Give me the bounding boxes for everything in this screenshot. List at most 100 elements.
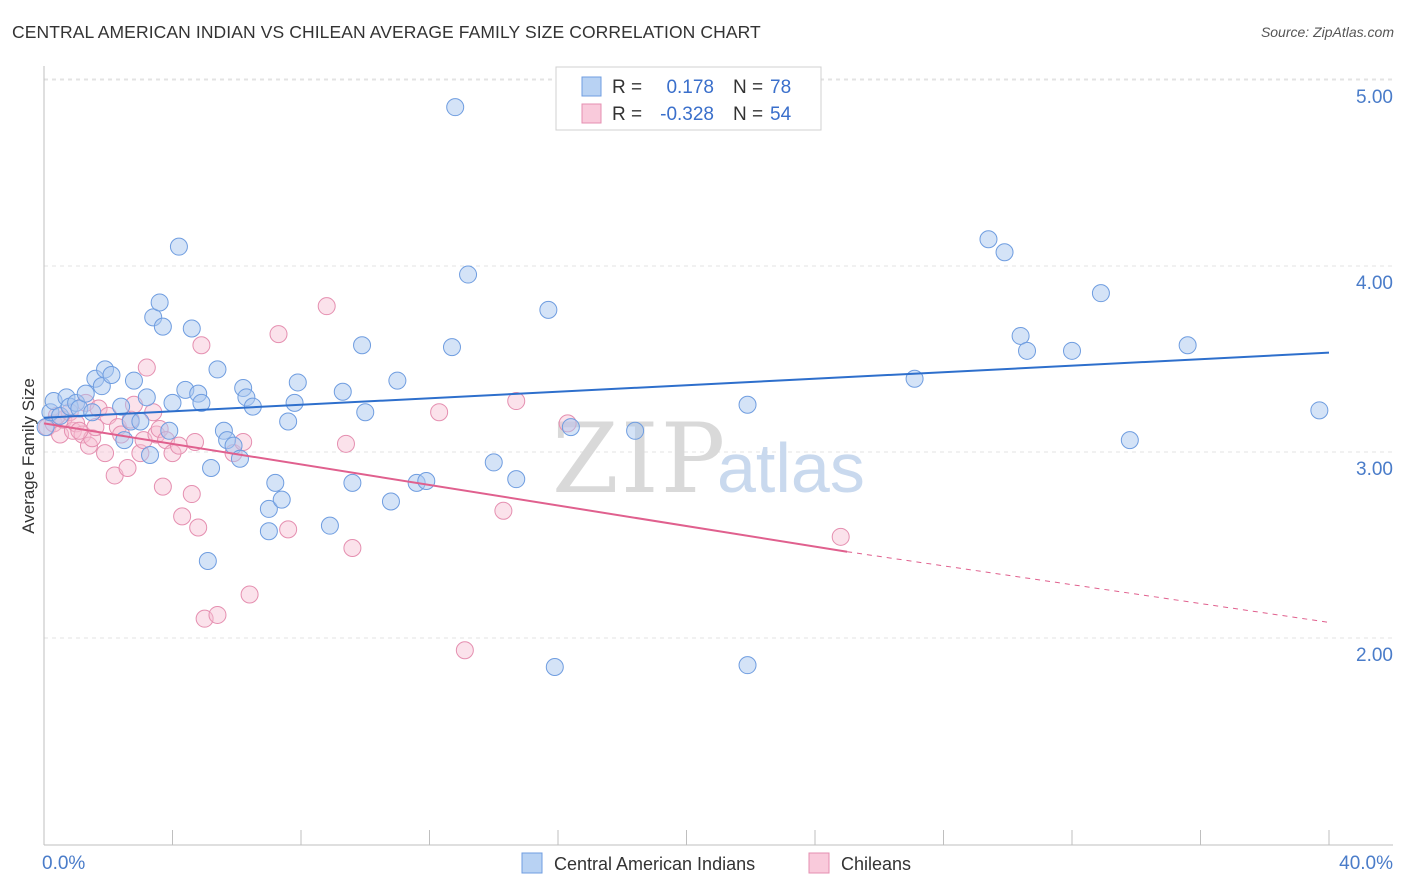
chileans-trend-line [43,422,848,553]
chileans-point [208,605,227,624]
source-label: Source: ZipAtlas.com [1260,24,1394,40]
central-american-indians-point [259,522,278,541]
central-american-indians-point [979,230,998,249]
central-american-indians-point [333,382,352,401]
central-american-indians-point [353,336,372,355]
chart-title: CENTRAL AMERICAN INDIAN VS CHILEAN AVERA… [12,22,761,42]
central-american-indians-point [259,499,278,518]
central-american-indians-point [36,418,55,437]
central-american-indians-point [124,371,143,390]
central-american-indians-point [343,473,362,492]
central-american-indians-point [459,265,478,284]
central-american-indians-point [446,98,465,117]
stats-r-value-blue: 0.178 [666,77,714,98]
central-american-indians-point [285,393,304,412]
legend-label-chileans: Chileans [841,854,911,874]
chileans-trend-line-extension [847,551,1330,623]
y-axis-title: Average Family Size [19,378,38,534]
watermark-atlas: atlas [717,429,865,507]
central-american-indians-point [442,338,461,357]
stats-legend-blue-swatch [581,76,602,97]
central-american-indians-point [131,412,150,431]
central-american-indians-point [163,393,182,412]
central-american-indians-point [160,421,179,440]
central-american-indians-point [1091,284,1110,303]
stats-r-label-blue: R = [612,77,642,98]
grid-lines [44,78,1393,639]
central-american-indians-point [356,403,375,422]
central-american-indians-point [738,656,757,675]
central-american-indians-point [208,360,227,379]
series-legend: Central American Indians Chileans [521,852,911,874]
chileans-point [336,434,355,453]
legend-swatch-chileans [808,852,830,874]
chileans-point [831,527,850,546]
central-american-indians-point [141,445,160,464]
watermark-zip: ZIP [552,403,727,515]
y-tick-label: 4.00 [1356,273,1393,294]
central-american-indians-point [539,300,558,319]
x-tick-label-max: 40.0% [1339,853,1393,874]
central-american-indians-point [417,472,436,491]
chileans-point [343,538,362,557]
chileans-point [240,585,259,604]
chileans-point [279,520,298,539]
x-tick-marks [172,830,1330,845]
central-american-indians-point [484,453,503,472]
central-american-indians-point [198,552,217,570]
stats-n-value-pink: 54 [770,104,792,125]
central-american-indians-point [279,412,298,431]
central-american-indians-point [288,373,307,392]
central-american-indians-point [192,393,211,412]
stats-n-value-blue: 78 [770,77,791,98]
chileans-point [173,507,192,526]
stats-n-label-pink: N = [733,104,763,125]
central-american-indians-point [76,384,95,403]
chileans-point [182,485,201,504]
legend-label-central-american-indians: Central American Indians [554,854,755,874]
chileans-point [317,297,336,316]
chileans-point [269,325,288,344]
central-american-indians-point [626,421,645,440]
central-american-indians-point [182,319,201,338]
central-american-indians-point [320,516,339,535]
central-american-indians-point [1120,431,1139,450]
y-tick-label: 3.00 [1356,459,1393,480]
central-american-indians-point [1310,401,1329,420]
central-american-indians-point [995,243,1014,262]
central-american-indians-point [112,397,131,416]
chileans-point [96,444,115,463]
chileans-point [192,336,211,355]
central-american-indians-point [169,237,188,256]
chileans-point [189,518,208,537]
central-american-indians-point [381,492,400,511]
chileans-point [507,392,526,411]
chileans-point [494,501,513,520]
central-american-indians-point [1018,341,1037,360]
central-american-indians-point [561,418,580,437]
stats-legend-pink-swatch [581,103,602,124]
central-american-indians-trend-line [43,351,1330,419]
central-american-indians-point [272,490,291,509]
central-american-indians-point [1178,336,1197,355]
central-american-indians-point [137,388,156,407]
chileans-point [118,459,137,477]
central-american-indians-point [153,317,172,336]
y-tick-labels: 2.00 3.00 4.00 5.00 [1356,87,1393,666]
stats-legend: R = 0.178 N = 78 R = -0.328 N = 54 [555,66,822,131]
central-american-indians-point [1063,341,1081,360]
x-tick-label-min: 0.0% [42,853,85,874]
central-american-indians-point [1011,326,1030,345]
stats-r-value-pink: -0.328 [660,104,714,125]
trend-lines [43,351,1330,623]
central-american-indians-point [545,658,564,677]
stats-r-label-pink: R = [612,104,642,125]
chileans-point [430,403,449,422]
legend-swatch-central-american-indians [521,852,543,874]
central-american-indians-point [266,473,285,492]
central-american-indians-point [102,366,121,384]
central-american-indians-point [388,371,407,390]
central-american-indians-point [507,470,526,489]
stats-n-label-blue: N = [733,77,763,98]
